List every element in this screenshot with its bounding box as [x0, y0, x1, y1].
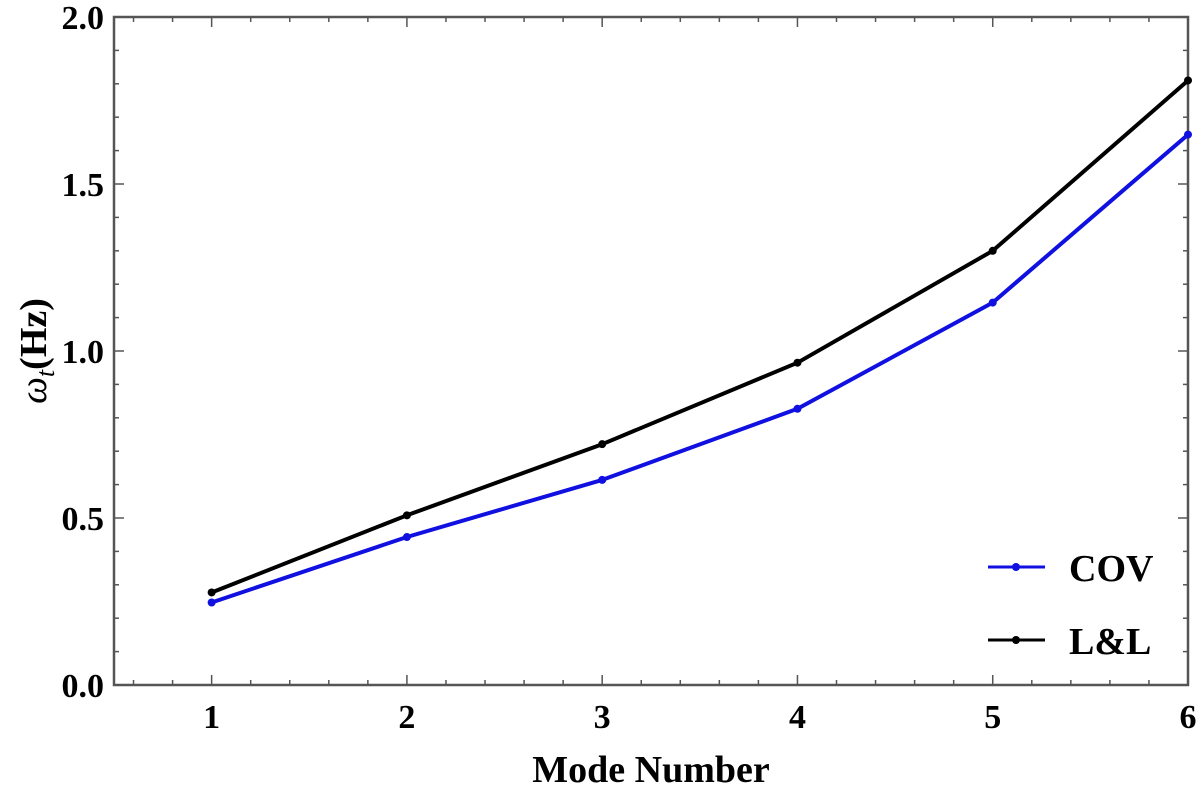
y-tick-label: 2.0 — [62, 0, 105, 37]
legend-marker-cov — [1012, 563, 1020, 571]
data-point-cov — [1184, 130, 1192, 139]
x-tick-label: 1 — [203, 699, 220, 736]
series-points — [207, 76, 1192, 607]
data-point-ll — [207, 588, 216, 597]
data-point-ll — [793, 358, 802, 367]
data-point-ll — [402, 511, 411, 520]
y-tick-labels: 0.0 0.5 1.0 1.5 2.0 — [62, 0, 105, 705]
minor-ticks — [114, 17, 1188, 685]
y-axis-subscript: t — [31, 369, 60, 377]
data-point-ll — [1184, 76, 1192, 85]
y-tick-label: 1.0 — [62, 334, 105, 371]
data-point-cov — [402, 533, 411, 542]
y-axis-title: ωt(Hz) — [13, 298, 60, 404]
series-lines — [210, 78, 1190, 605]
plot-frame — [112, 15, 1190, 687]
x-axis-title: Mode Number — [532, 749, 770, 789]
legend-label-cov: COV — [1069, 548, 1154, 590]
x-tick-label: 6 — [1180, 699, 1197, 736]
y-tick-label: 1.5 — [62, 167, 105, 204]
x-tick-label: 4 — [789, 699, 806, 736]
y-tick-label: 0.5 — [62, 501, 105, 538]
data-point-ll — [988, 246, 997, 255]
legend: COV L&L — [988, 548, 1154, 663]
legend-entry-cov: COV — [988, 548, 1154, 590]
legend-label-ll: L&L — [1069, 621, 1151, 663]
data-point-cov — [598, 475, 607, 484]
data-point-cov — [207, 598, 216, 607]
x-tick-label: 5 — [984, 699, 1001, 736]
y-axis-symbol: ω — [13, 377, 55, 404]
major-ticks — [114, 16, 1189, 686]
series-line-cov — [210, 133, 1190, 605]
legend-entry-ll: L&L — [988, 621, 1151, 663]
data-point-cov — [988, 298, 997, 307]
series-line-ll — [210, 78, 1190, 595]
data-point-cov — [793, 404, 802, 413]
x-tick-label: 2 — [398, 699, 415, 736]
x-tick-label: 3 — [594, 699, 611, 736]
x-tick-labels: 1 2 3 4 5 6 — [203, 699, 1196, 736]
legend-marker-ll — [1012, 636, 1020, 644]
data-point-ll — [598, 440, 607, 449]
y-axis-unit: (Hz) — [13, 298, 55, 370]
y-tick-label: 0.0 — [62, 668, 105, 705]
